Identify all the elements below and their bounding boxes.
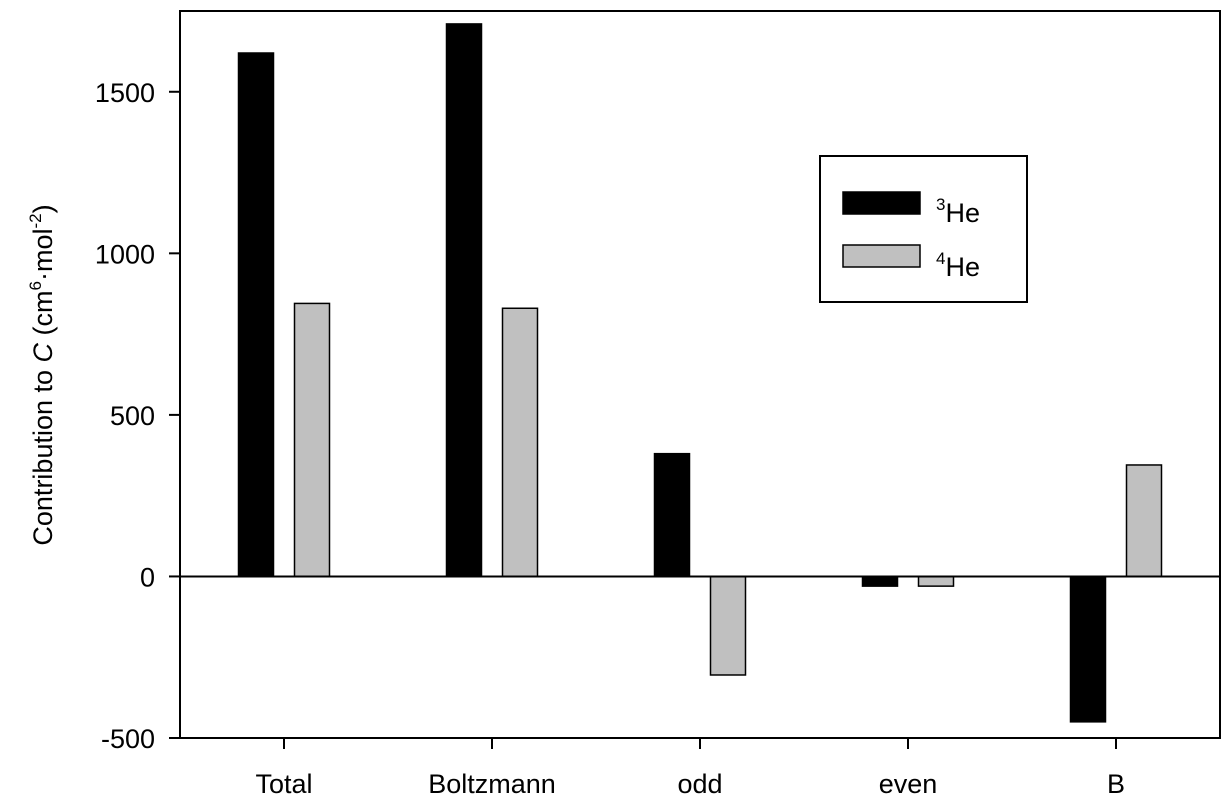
- x-tick-label: Total: [255, 769, 312, 799]
- y-axis-title-units-close: ): [28, 204, 58, 213]
- bar-3he-boltzmann: [445, 23, 483, 578]
- legend-swatch-4he: [842, 244, 921, 268]
- legend-label-4he-sup: 4: [936, 249, 945, 268]
- x-tick-label: Boltzmann: [428, 769, 556, 799]
- bar-3he-odd: [653, 452, 691, 578]
- legend-label-4he: 4He: [936, 249, 980, 282]
- y-axis-title-units-open: (cm: [28, 291, 58, 343]
- x-tick-label: B: [1107, 769, 1125, 799]
- bar-4he-odd: [709, 575, 747, 676]
- y-axis-title-sup2: -2: [26, 213, 45, 228]
- y-tick-label: 0: [140, 562, 155, 592]
- bar-4he-b: [1125, 464, 1163, 578]
- bar-3he-total: [237, 52, 275, 578]
- y-tick-label: 1000: [95, 239, 155, 269]
- y-tick-label: 500: [110, 401, 155, 431]
- y-axis-title-pre: Contribution to: [28, 362, 58, 545]
- legend-label-4he-main: He: [945, 252, 980, 282]
- x-tick-label: odd: [677, 769, 722, 799]
- plot-frame: [179, 10, 1221, 739]
- x-tick-label: even: [879, 769, 938, 799]
- bar-4he-total: [293, 302, 331, 578]
- bar-3he-even: [861, 575, 899, 587]
- y-tick-label: -500: [101, 724, 155, 754]
- y-axis-title-sup1: 6: [26, 281, 45, 290]
- legend-swatch-3he: [842, 191, 921, 215]
- bar-3he-b: [1069, 575, 1107, 723]
- y-axis-title: Contribution to C (cm6·mol-2): [26, 204, 58, 545]
- y-axis-title-middle: ·mol: [28, 229, 58, 282]
- legend: 3He 4He: [819, 155, 1028, 303]
- legend-box: [819, 155, 1028, 303]
- legend-label-3he: 3He: [936, 195, 980, 228]
- y-tick-label: 1500: [95, 78, 155, 108]
- y-axis-title-symbol: C: [28, 342, 58, 362]
- bar-4he-boltzmann: [501, 307, 539, 578]
- y-axis: -500 0 500 1000 1500: [95, 78, 180, 754]
- legend-label-3he-sup: 3: [936, 195, 945, 214]
- legend-label-3he-main: He: [945, 198, 980, 228]
- bar-4he-even: [917, 575, 955, 587]
- bar-series: [237, 23, 1163, 723]
- x-axis: Total Boltzmann odd even B: [255, 738, 1125, 799]
